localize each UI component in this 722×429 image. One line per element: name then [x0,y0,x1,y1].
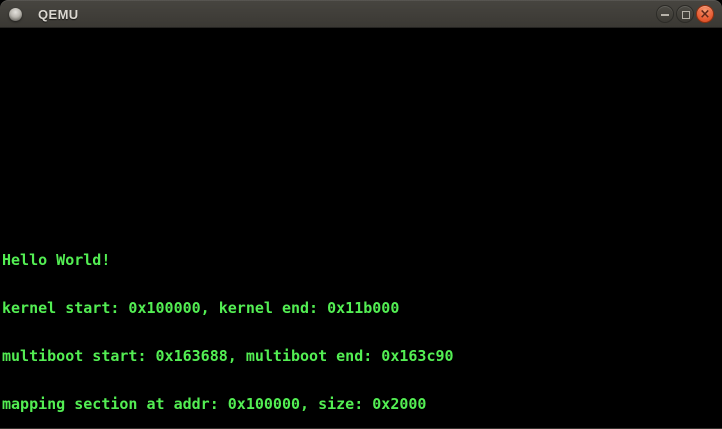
terminal-text: Hello World! kernel start: 0x100000, ker… [2,220,454,429]
terminal-line: kernel start: 0x100000, kernel end: 0x11… [2,299,400,317]
close-icon: × [699,7,711,22]
qemu-window-icon [9,7,22,21]
maximize-icon [682,11,690,19]
terminal-line: multiboot start: 0x163688, multiboot end… [2,347,454,365]
titlebar[interactable]: QEMU × [0,0,722,28]
maximize-button[interactable] [676,5,694,23]
qemu-guest-display[interactable]: Hello World! kernel start: 0x100000, ker… [0,28,722,429]
window-title: QEMU [38,6,79,22]
terminal-line: Hello World! [2,251,111,269]
close-button[interactable]: × [696,5,714,23]
window-controls: × [654,5,714,23]
minimize-button[interactable] [656,5,674,23]
minimize-icon [661,14,669,16]
terminal-line: mapping section at addr: 0x100000, size:… [2,395,427,413]
